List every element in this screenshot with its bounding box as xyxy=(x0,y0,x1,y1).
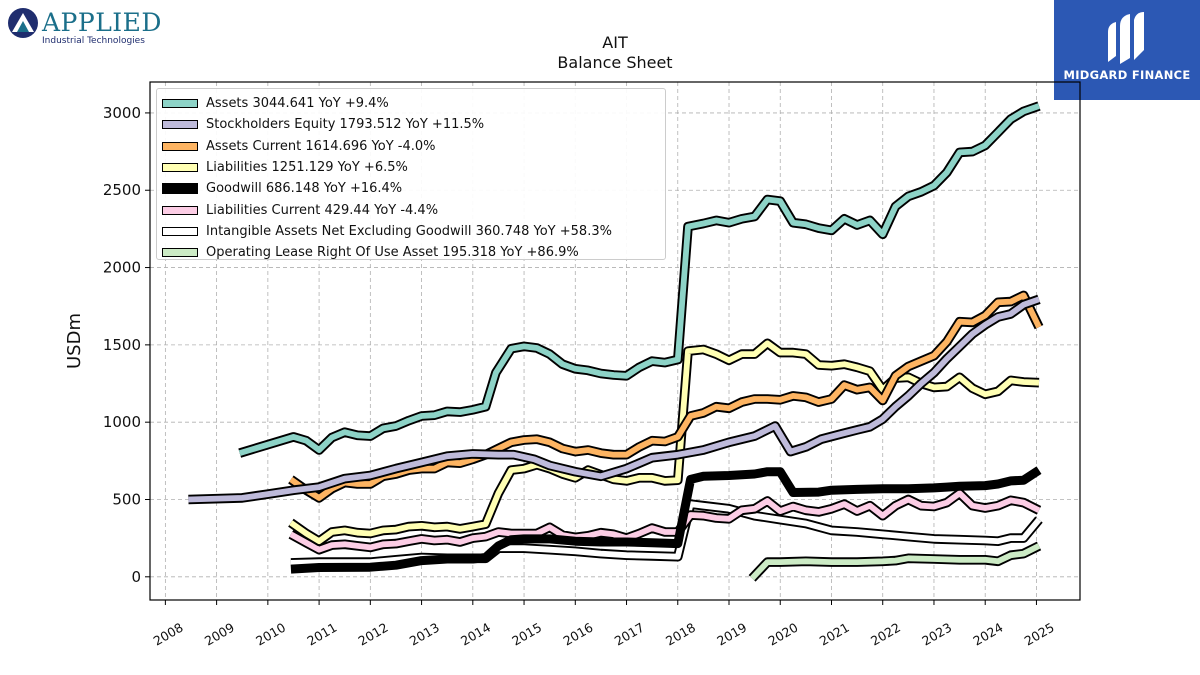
applied-emblem-icon xyxy=(8,8,38,38)
series-line-assets xyxy=(238,103,1040,456)
series-goodwill xyxy=(290,466,1042,574)
x-tick-label: 2022 xyxy=(868,620,903,649)
x-tick-label: 2016 xyxy=(561,620,596,649)
legend-label: Stockholders Equity 1793.512 YoY +11.5% xyxy=(206,117,485,133)
series-assets xyxy=(238,101,1041,458)
midgard-emblem-icon xyxy=(1108,12,1144,64)
x-tick-label: 2020 xyxy=(765,620,800,649)
x-tick-label: 2021 xyxy=(817,620,852,649)
applied-logo-tagline: Industrial Technologies xyxy=(42,36,145,46)
legend-label: Assets 3044.641 YoY +9.4% xyxy=(206,96,389,112)
series-liabilities xyxy=(288,338,1040,546)
x-tick-label: 2017 xyxy=(612,620,647,649)
legend-swatch xyxy=(162,183,198,195)
legend-swatch xyxy=(162,163,198,173)
legend-swatch xyxy=(162,205,198,215)
legend-item-goodwill: Goodwill 686.148 YoY +16.4% xyxy=(162,178,665,199)
y-tick-label: 2000 xyxy=(103,259,141,277)
series-line-assets-current xyxy=(289,292,1042,501)
midgard-logo-name: MIDGARD FINANCE xyxy=(1063,68,1191,82)
series-line-stockholders-equity xyxy=(188,296,1040,503)
series-line-liabilities xyxy=(289,340,1040,545)
series-operating-lease-right-of-use-asset xyxy=(748,541,1042,582)
legend-label: Intangible Assets Net Excluding Goodwill… xyxy=(206,223,612,239)
x-tick-label: 2015 xyxy=(509,620,544,649)
legend-label: Liabilities 1251.129 YoY +6.5% xyxy=(206,160,408,176)
applied-logo: APPLIED Industrial Technologies xyxy=(6,6,166,54)
y-tick-label: 500 xyxy=(112,490,141,508)
y-tick-label: 0 xyxy=(131,568,141,586)
chart-subtitle: Balance Sheet xyxy=(557,53,673,72)
chart-legend: Assets 3044.641 YoY +9.4% Stockholders Eq… xyxy=(156,88,666,260)
x-tick-label: 2018 xyxy=(663,620,698,649)
x-tick-label: 2012 xyxy=(356,620,391,649)
legend-label: Liabilities Current 429.44 YoY -4.4% xyxy=(206,202,439,218)
series-liabilities-current xyxy=(288,488,1042,555)
x-tick-label: 2023 xyxy=(919,620,954,649)
midgard-logo: MIDGARD FINANCE xyxy=(1054,0,1200,100)
y-tick-label: 1500 xyxy=(103,336,141,354)
legend-swatch xyxy=(162,99,198,109)
series-layer xyxy=(188,101,1044,582)
plot-frame xyxy=(149,81,1081,601)
series-line-goodwill xyxy=(290,466,1042,574)
y-tick-label: 1000 xyxy=(103,413,141,431)
x-tick-label: 2014 xyxy=(458,620,493,649)
applied-logo-name: APPLIED xyxy=(42,8,162,37)
legend-item-liabilities: Liabilities 1251.129 YoY +6.5% xyxy=(162,157,665,178)
legend-swatch xyxy=(162,141,198,151)
x-tick-label: 2013 xyxy=(407,620,442,649)
series-line-liabilities-current xyxy=(289,490,1041,553)
legend-swatch xyxy=(162,226,198,236)
x-tick-label: 2008 xyxy=(151,620,186,649)
y-tick-label: 2500 xyxy=(103,181,141,199)
legend-item-operating-lease-right-of-use-asset: Operating Lease Right Of Use Asset 195.3… xyxy=(162,242,665,263)
legend-item-intangible-assets-net-excluding-goodwill: Intangible Assets Net Excluding Goodwill… xyxy=(162,221,665,242)
legend-label: Assets Current 1614.696 YoY -4.0% xyxy=(206,138,436,154)
x-tick-label: 2010 xyxy=(253,620,288,649)
series-assets-current xyxy=(288,290,1044,503)
legend-item-liabilities-current: Liabilities Current 429.44 YoY -4.4% xyxy=(162,199,665,220)
x-tick-label: 2011 xyxy=(304,620,339,649)
legend-item-assets-current: Assets Current 1614.696 YoY -4.0% xyxy=(162,136,665,157)
legend-label: Goodwill 686.148 YoY +16.4% xyxy=(206,181,403,197)
y-tick-label: 3000 xyxy=(103,104,141,122)
axis-layer: 2008 2009 2010 2011 2012 2013 2014 2015 2016 2017… xyxy=(103,104,1057,649)
series-line-operating-lease-right-of-use-asset xyxy=(749,543,1041,581)
legend-label: Operating Lease Right Of Use Asset 195.3… xyxy=(206,245,579,261)
x-tick-label: 2024 xyxy=(970,620,1005,649)
y-axis-label: USDm xyxy=(64,313,85,369)
chart-title: AIT xyxy=(602,33,628,52)
legend-swatch xyxy=(162,248,198,258)
legend-swatch xyxy=(162,120,198,130)
x-tick-label: 2025 xyxy=(1022,620,1057,649)
x-tick-label: 2019 xyxy=(714,620,749,649)
legend-item-assets: Assets 3044.641 YoY +9.4% xyxy=(162,93,665,114)
x-tick-label: 2009 xyxy=(202,620,237,649)
legend-item-stockholders-equity: Stockholders Equity 1793.512 YoY +11.5% xyxy=(162,114,665,135)
series-stockholders-equity xyxy=(188,294,1041,505)
